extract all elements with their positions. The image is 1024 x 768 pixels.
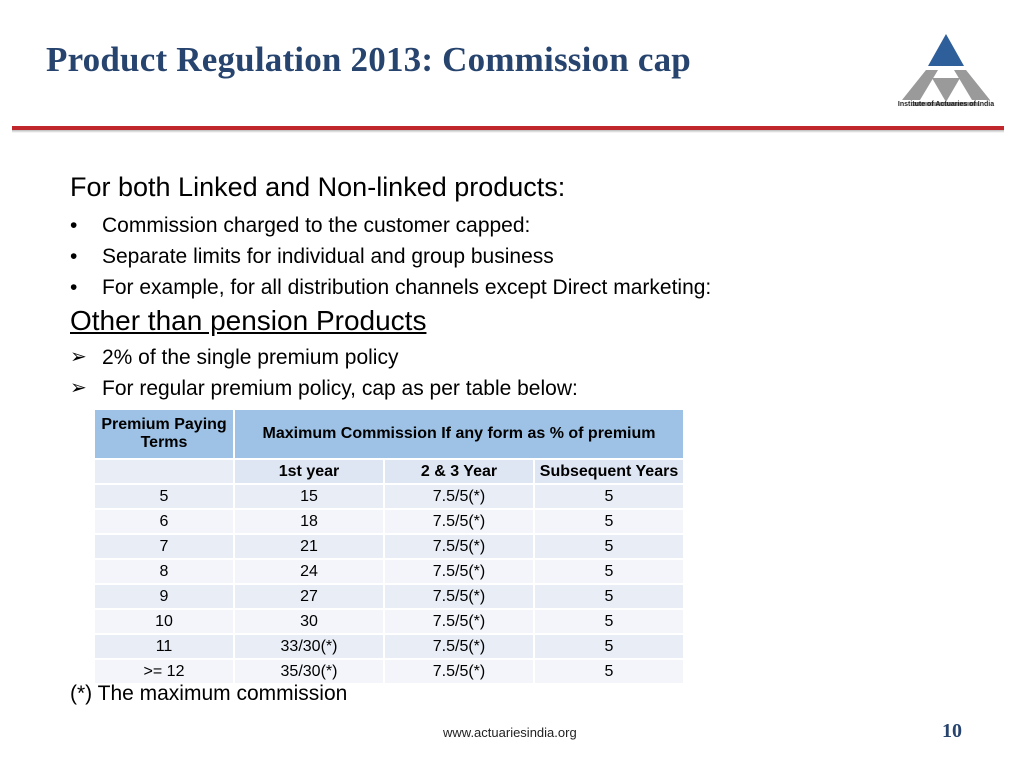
cell-second-third-year: 7.5/5(*) (384, 634, 535, 660)
cell-first-year: 27 (234, 584, 385, 610)
page-number: 10 (942, 720, 962, 742)
header-subsequent-years: Subsequent Years (534, 459, 685, 485)
cell-second-third-year: 7.5/5(*) (384, 509, 535, 535)
commission-cap-table: Premium Paying Terms Maximum Commission … (95, 410, 685, 685)
table-row: 5 15 7.5/5(*) 5 (95, 484, 685, 510)
section-subheading: Other than pension Products (70, 305, 427, 336)
cell-term: 9 (95, 584, 235, 610)
list-item: • Separate limits for individual and grou… (70, 241, 711, 272)
cell-first-year: 35/30(*) (234, 659, 385, 685)
cell-first-year: 15 (234, 484, 385, 510)
list-item: ➢ 2% of the single premium policy (70, 342, 578, 373)
footnote: (*) The maximum commission (70, 682, 348, 705)
table-row: 11 33/30(*) 7.5/5(*) 5 (95, 634, 685, 660)
institute-logo-icon (902, 34, 990, 106)
slide-title: Product Regulation 2013: Commission cap (46, 40, 691, 79)
cell-first-year: 33/30(*) (234, 634, 385, 660)
header-second-third-year: 2 & 3 Year (384, 459, 535, 485)
table-row: 7 21 7.5/5(*) 5 (95, 534, 685, 560)
cell-first-year: 18 (234, 509, 385, 535)
arrow-bullet-icon: ➢ (70, 346, 87, 368)
logo-caption: Institute of Actuaries of India (897, 101, 995, 108)
header-premium-paying-terms: Premium Paying Terms (95, 410, 235, 460)
cell-term: 7 (95, 534, 235, 560)
cell-subsequent-years: 5 (534, 559, 685, 585)
header-max-commission: Maximum Commission If any form as % of p… (234, 410, 685, 460)
footer-url: www.actuariesindia.org (443, 725, 577, 740)
list-item: • For example, for all distribution chann… (70, 272, 711, 303)
title-divider (12, 126, 1004, 130)
cell-term: >= 12 (95, 659, 235, 685)
cell-second-third-year: 7.5/5(*) (384, 659, 535, 685)
cell-second-third-year: 7.5/5(*) (384, 559, 535, 585)
arrow-bullet-icon: ➢ (70, 377, 87, 399)
cell-term: 5 (95, 484, 235, 510)
cell-term: 6 (95, 509, 235, 535)
bullet-icon: • (70, 245, 78, 268)
cell-subsequent-years: 5 (534, 534, 685, 560)
header-first-year: 1st year (234, 459, 385, 485)
title-divider-shadow (12, 130, 1004, 133)
cell-subsequent-years: 5 (534, 659, 685, 685)
cell-subsequent-years: 5 (534, 509, 685, 535)
cell-first-year: 30 (234, 609, 385, 635)
cell-subsequent-years: 5 (534, 609, 685, 635)
list-item: ➢ For regular premium policy, cap as per … (70, 373, 578, 404)
header-blank-cell (95, 459, 235, 485)
list-item: • Commission charged to the customer capp… (70, 210, 711, 241)
cell-subsequent-years: 5 (534, 584, 685, 610)
bullet-list: • Commission charged to the customer capp… (70, 210, 711, 303)
cell-subsequent-years: 5 (534, 484, 685, 510)
cell-term: 8 (95, 559, 235, 585)
table-row: 9 27 7.5/5(*) 5 (95, 584, 685, 610)
cell-second-third-year: 7.5/5(*) (384, 584, 535, 610)
table-row: >= 12 35/30(*) 7.5/5(*) 5 (95, 659, 685, 685)
cell-term: 11 (95, 634, 235, 660)
cell-term: 10 (95, 609, 235, 635)
table-row: 10 30 7.5/5(*) 5 (95, 609, 685, 635)
bullet-icon: • (70, 214, 78, 237)
lead-text: For both Linked and Non-linked products: (70, 172, 566, 202)
bullet-icon: • (70, 276, 78, 299)
cell-second-third-year: 7.5/5(*) (384, 534, 535, 560)
arrow-list: ➢ 2% of the single premium policy ➢ For re… (70, 342, 578, 404)
cell-subsequent-years: 5 (534, 634, 685, 660)
cell-second-third-year: 7.5/5(*) (384, 609, 535, 635)
table-row: 8 24 7.5/5(*) 5 (95, 559, 685, 585)
cell-first-year: 21 (234, 534, 385, 560)
cell-first-year: 24 (234, 559, 385, 585)
cell-second-third-year: 7.5/5(*) (384, 484, 535, 510)
table-row: 6 18 7.5/5(*) 5 (95, 509, 685, 535)
